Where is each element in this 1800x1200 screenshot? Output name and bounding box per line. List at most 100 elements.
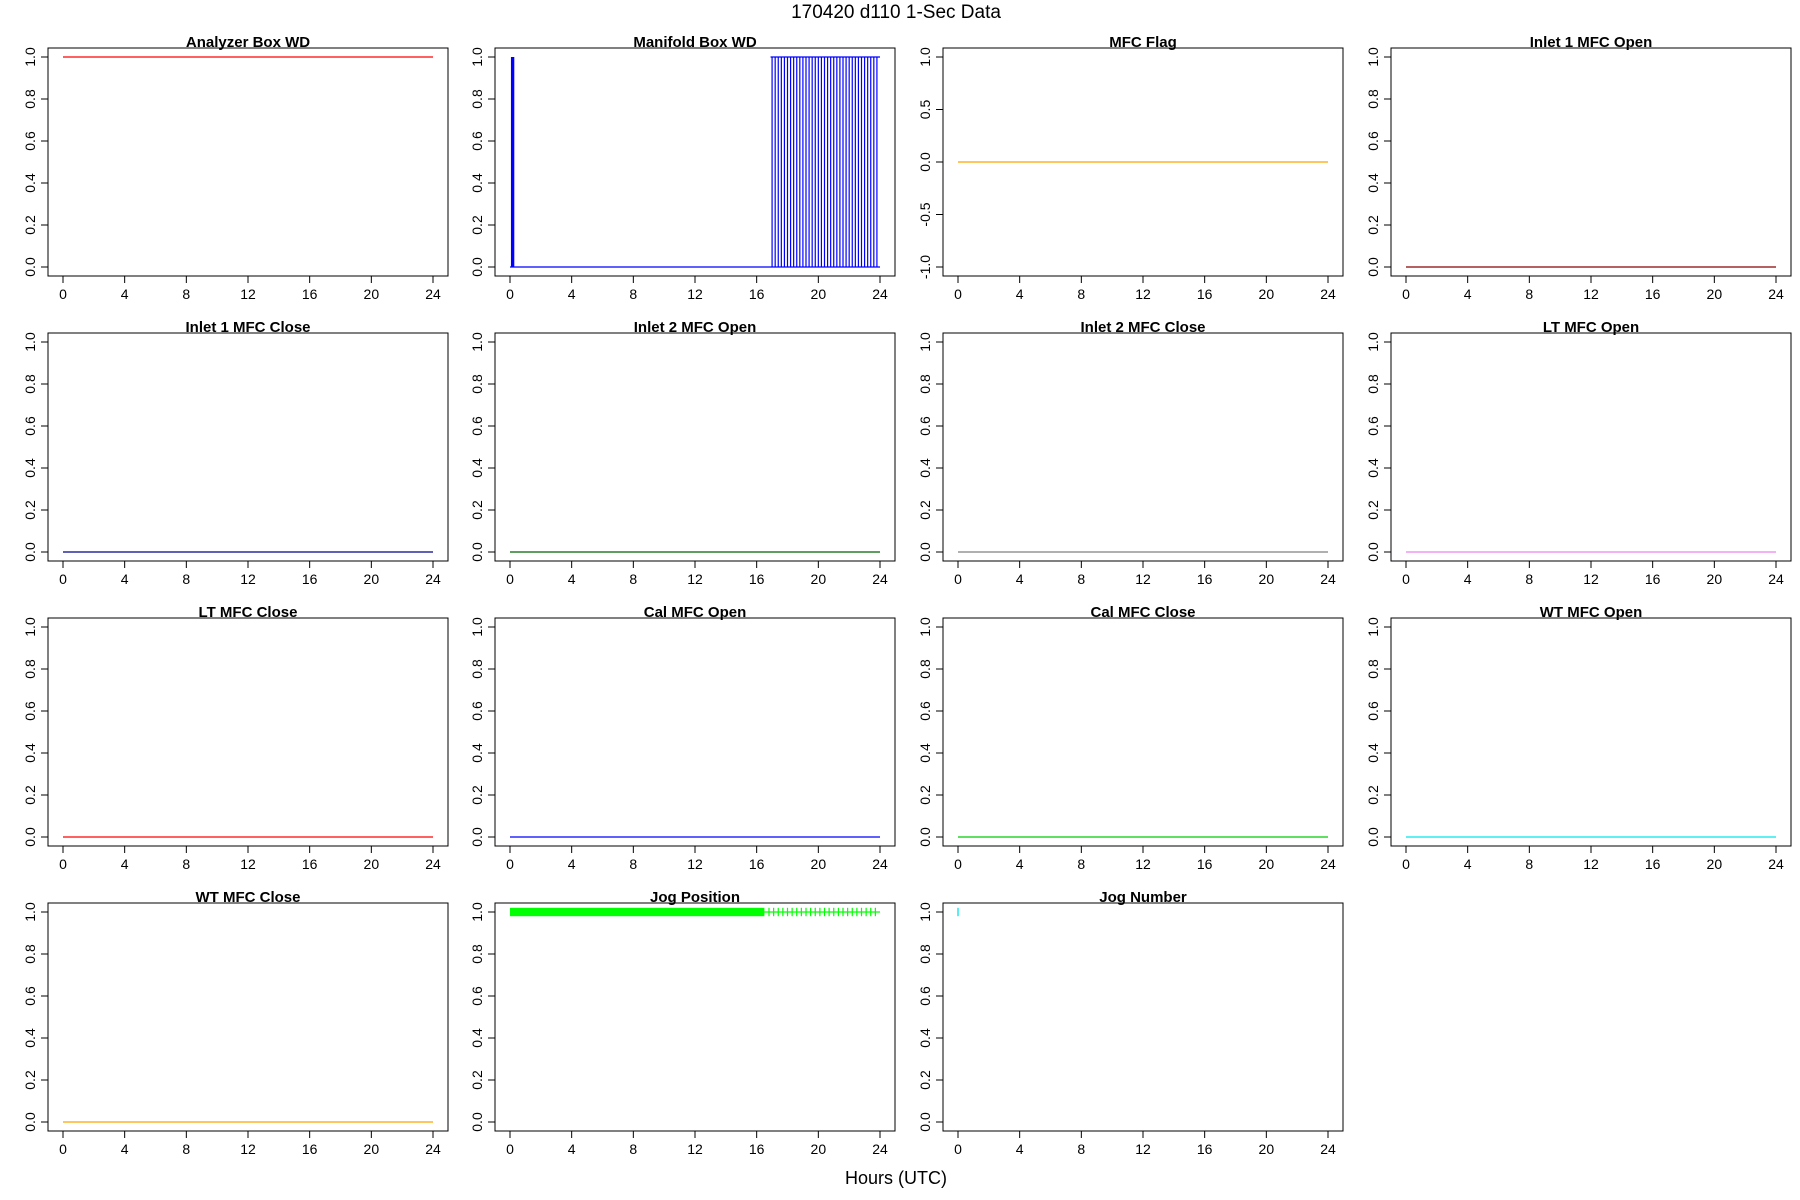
y-tick-label: 0.2 [1365,785,1381,805]
y-tick-label: 0.4 [917,458,933,478]
x-tick-label: 20 [364,286,380,302]
x-tick-label: 24 [425,286,441,302]
x-tick-label: 24 [872,286,888,302]
panel-title: LT MFC Close [199,604,298,621]
y-tick-label: 0.6 [469,701,485,721]
y-tick-label: 0.4 [469,458,485,478]
y-tick-label: 0.0 [469,542,485,562]
x-tick-label: 16 [749,856,765,872]
x-tick-label: 12 [240,1141,256,1157]
y-tick-label: 0.0 [917,542,933,562]
x-tick-label: 16 [302,1141,318,1157]
y-tick-label: 0.8 [469,374,485,394]
x-tick-label: 24 [1320,856,1336,872]
x-tick-label: 0 [59,286,67,302]
panel-13: Jog Position 0 4 8 12 16 20 24 0.0 0.2 0.4 0.6 0.8 1.… [469,889,896,1157]
x-tick-label: 20 [364,571,380,587]
x-tick-label: 4 [121,286,129,302]
x-tick-label: 4 [568,571,576,587]
x-tick-label: 8 [1077,1141,1085,1157]
x-tick-label: 8 [1525,856,1533,872]
x-tick-label: 8 [1077,286,1085,302]
y-tick-label: 0.2 [917,500,933,520]
y-tick-label: 1.0 [469,47,485,67]
x-tick-label: 8 [1525,571,1533,587]
y-tick-label: 0.6 [22,701,38,721]
y-tick-label: 0.4 [22,1028,38,1048]
y-tick-label: 0.6 [469,131,485,151]
x-tick-label: 4 [1464,286,1472,302]
panel-0: Analyzer Box WD 0 4 8 12 16 20 24 0.0 0.2 0.4 0.6 0.… [22,34,449,302]
x-tick-label: 20 [811,1141,827,1157]
x-tick-label: 8 [1077,856,1085,872]
plot-frame [942,617,1344,847]
y-tick-label: 0.2 [469,1070,485,1090]
x-tick-label: 16 [749,1141,765,1157]
x-axis-label: Hours (UTC) [845,1168,947,1188]
y-tick-label: 1.0 [469,617,485,637]
plot-frame [494,47,896,277]
y-tick-label: 0.6 [917,986,933,1006]
plot-frame [942,902,1344,1132]
panel-title: Inlet 2 MFC Open [634,319,757,336]
y-tick-label: 0.0 [1365,542,1381,562]
x-tick-label: 12 [1583,286,1599,302]
y-tick-label: 0.4 [22,173,38,193]
x-tick-label: 8 [182,856,190,872]
y-tick-label: 0.2 [1365,500,1381,520]
y-tick-label: 0.8 [469,944,485,964]
y-tick-label: 0.8 [1365,89,1381,109]
y-tick-label: 0.6 [1365,416,1381,436]
x-tick-label: 4 [1464,856,1472,872]
y-tick-label: 0.6 [22,131,38,151]
y-tick-label: 0.6 [22,416,38,436]
x-tick-label: 4 [1016,571,1024,587]
panel-1: Manifold Box WD 0 4 8 12 16 20 24 0.0 0.2 0.4 0.6 0.… [469,34,896,302]
y-tick-label: 1.0 [917,47,933,67]
x-tick-label: 12 [1135,1141,1151,1157]
panel-title: WT MFC Open [1540,604,1642,621]
y-tick-label: 0.6 [469,986,485,1006]
x-tick-label: 4 [568,856,576,872]
x-tick-label: 12 [240,571,256,587]
panel-12: WT MFC Close 0 4 8 12 16 20 24 0.0 0.2 0.4 0.6 0.8 1.… [22,889,449,1157]
x-tick-label: 24 [425,571,441,587]
panel-14: Jog Number 0 4 8 12 16 20 24 0.0 0.2 0.4 0.6 0.8 1.0 [917,889,1344,1157]
x-tick-label: 12 [1135,286,1151,302]
x-tick-label: 16 [1645,856,1661,872]
y-tick-label: 0.0 [22,1112,38,1132]
plot-frame [47,617,449,847]
y-tick-label: 1.0 [22,617,38,637]
y-tick-label: -1.0 [917,255,933,279]
y-tick-label: 0.0 [1365,827,1381,847]
x-tick-label: 12 [1135,571,1151,587]
x-tick-label: 16 [749,571,765,587]
y-tick-label: 1.0 [469,332,485,352]
y-tick-label: 0.8 [22,374,38,394]
y-tick-label: 0.0 [22,257,38,277]
x-tick-label: 20 [364,1141,380,1157]
y-tick-label: 0.6 [1365,701,1381,721]
plot-frame [47,47,449,277]
x-tick-label: 24 [425,856,441,872]
x-tick-label: 16 [1645,286,1661,302]
y-tick-label: 0.0 [22,827,38,847]
panel-11: WT MFC Open 0 4 8 12 16 20 24 0.0 0.2 0.4 0.6 0.8 1.0 [1365,604,1792,872]
x-tick-label: 8 [182,286,190,302]
x-tick-label: 24 [872,856,888,872]
y-tick-label: 0.0 [469,257,485,277]
y-tick-label: 0.2 [22,500,38,520]
y-tick-label: 0.4 [469,173,485,193]
y-tick-label: 0.8 [469,659,485,679]
x-tick-label: 0 [954,856,962,872]
panel-title: Cal MFC Close [1090,604,1195,621]
y-tick-label: 0.8 [22,659,38,679]
x-tick-label: 20 [811,856,827,872]
y-tick-label: 0.2 [22,1070,38,1090]
x-tick-label: 0 [954,286,962,302]
x-tick-label: 12 [687,856,703,872]
y-tick-label: 0.2 [469,500,485,520]
y-tick-label: 1.0 [1365,332,1381,352]
y-tick-label: 1.0 [22,332,38,352]
panel-3: Inlet 1 MFC Open 0 4 8 12 16 20 24 0.0 0.2 0.4 0.6 0… [1365,34,1792,302]
